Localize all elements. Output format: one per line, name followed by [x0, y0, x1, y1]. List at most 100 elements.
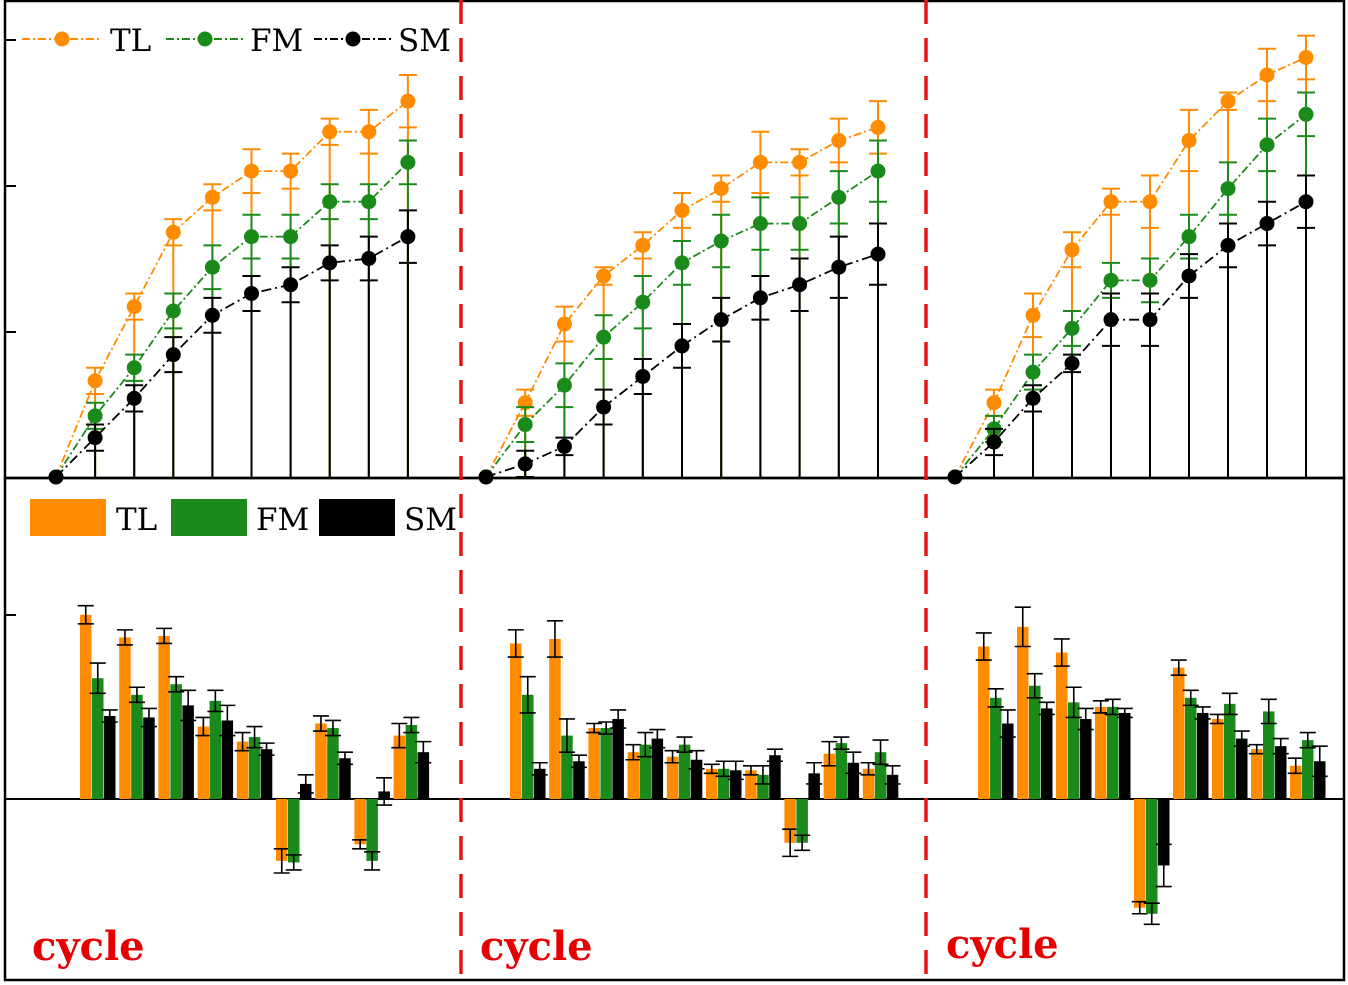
- data-point: [361, 194, 377, 210]
- data-point: [1064, 355, 1080, 371]
- bar-sm: [1119, 712, 1131, 799]
- data-point: [831, 259, 847, 275]
- data-point: [126, 299, 142, 315]
- bar-tl: [1017, 626, 1029, 799]
- bar-fm: [248, 737, 261, 799]
- legend-label-fm: FM: [250, 23, 303, 59]
- bar-sm: [143, 717, 155, 799]
- bar-sm: [1002, 723, 1014, 799]
- bar-sm: [104, 715, 116, 799]
- data-point: [126, 360, 142, 376]
- bar-tl: [666, 756, 679, 799]
- cycle-label: cycle: [946, 921, 1059, 968]
- bar-fm: [1224, 703, 1236, 799]
- bar-sm: [769, 755, 781, 799]
- data-point: [48, 469, 64, 485]
- bottom-panel-frame: [3, 476, 1346, 982]
- bar-fm: [874, 752, 887, 799]
- data-point: [478, 469, 494, 485]
- series-line: [55, 235, 409, 478]
- data-point: [87, 373, 103, 389]
- data-point: [792, 154, 808, 170]
- bottom-legend: TL FM SM: [30, 499, 457, 538]
- data-point: [1064, 242, 1080, 258]
- bar-tl: [236, 741, 249, 799]
- cycle-label: cycle: [480, 923, 593, 970]
- data-point: [244, 229, 259, 245]
- data-point: [1025, 390, 1041, 406]
- bar-tl: [158, 635, 170, 799]
- data-point: [1142, 194, 1158, 210]
- data-point: [1298, 106, 1314, 122]
- bar-sm: [847, 762, 860, 799]
- bar-tl: [1212, 718, 1224, 799]
- bar-fm: [366, 799, 378, 861]
- bar-tl: [510, 643, 522, 799]
- bar-fm: [522, 694, 534, 799]
- bar-tl: [862, 768, 875, 799]
- bar-tl: [1251, 749, 1263, 799]
- bar-fm: [1107, 706, 1119, 799]
- data-point: [204, 259, 220, 275]
- data-point: [596, 329, 612, 345]
- data-point: [361, 251, 377, 266]
- data-point: [165, 303, 181, 319]
- series-line: [485, 253, 879, 478]
- data-point: [1103, 312, 1119, 328]
- bar-sm: [1080, 718, 1092, 799]
- data-point: [831, 189, 847, 205]
- bar-sm: [886, 774, 899, 799]
- data-point: [322, 194, 338, 210]
- bar-tl: [823, 753, 836, 799]
- series-line: [954, 113, 1307, 478]
- data-point: [713, 181, 729, 197]
- data-point: [400, 154, 416, 170]
- data-point: [1181, 133, 1197, 149]
- data-point: [596, 399, 612, 415]
- bar-fm: [1029, 685, 1041, 799]
- data-point: [1103, 272, 1119, 288]
- data-point: [556, 316, 572, 332]
- data-point: [1064, 320, 1080, 336]
- data-point: [361, 124, 377, 140]
- bar-fm: [170, 684, 182, 799]
- series-sm: [48, 209, 417, 485]
- bar-tl: [393, 735, 406, 799]
- data-point: [1220, 93, 1236, 109]
- bar-fm: [1068, 702, 1080, 799]
- data-point: [596, 268, 612, 284]
- line-panel: [478, 100, 887, 485]
- line-panel: [48, 73, 417, 485]
- bar-sm: [221, 720, 234, 799]
- data-point: [713, 233, 729, 249]
- data-point: [283, 229, 299, 245]
- bar-fm: [209, 700, 222, 799]
- legend-marker-tl: [54, 31, 70, 47]
- bar-tl: [1134, 799, 1146, 908]
- bar-sm: [573, 761, 585, 799]
- bar-sm: [730, 770, 742, 799]
- legend-label-sm: SM: [398, 23, 451, 59]
- data-point: [165, 224, 181, 240]
- series-sm: [947, 174, 1315, 485]
- bar-tl: [354, 799, 366, 845]
- data-point: [1025, 307, 1041, 323]
- bar-fm: [796, 799, 808, 843]
- bar-sm: [1041, 708, 1053, 799]
- legend-label-sm: SM: [404, 502, 457, 538]
- data-point: [674, 202, 690, 218]
- data-point: [792, 216, 808, 232]
- bar-panel: [507, 620, 901, 858]
- data-point: [556, 438, 572, 454]
- data-point: [870, 246, 886, 262]
- bar-sm: [1275, 746, 1287, 799]
- series-fm: [947, 91, 1315, 485]
- bar-fm: [561, 735, 573, 799]
- bar-tl: [706, 768, 718, 799]
- bar-tl: [276, 799, 288, 861]
- bar-sm: [808, 773, 820, 799]
- data-point: [517, 417, 533, 433]
- data-point: [1259, 137, 1275, 153]
- bar-fm: [990, 697, 1002, 799]
